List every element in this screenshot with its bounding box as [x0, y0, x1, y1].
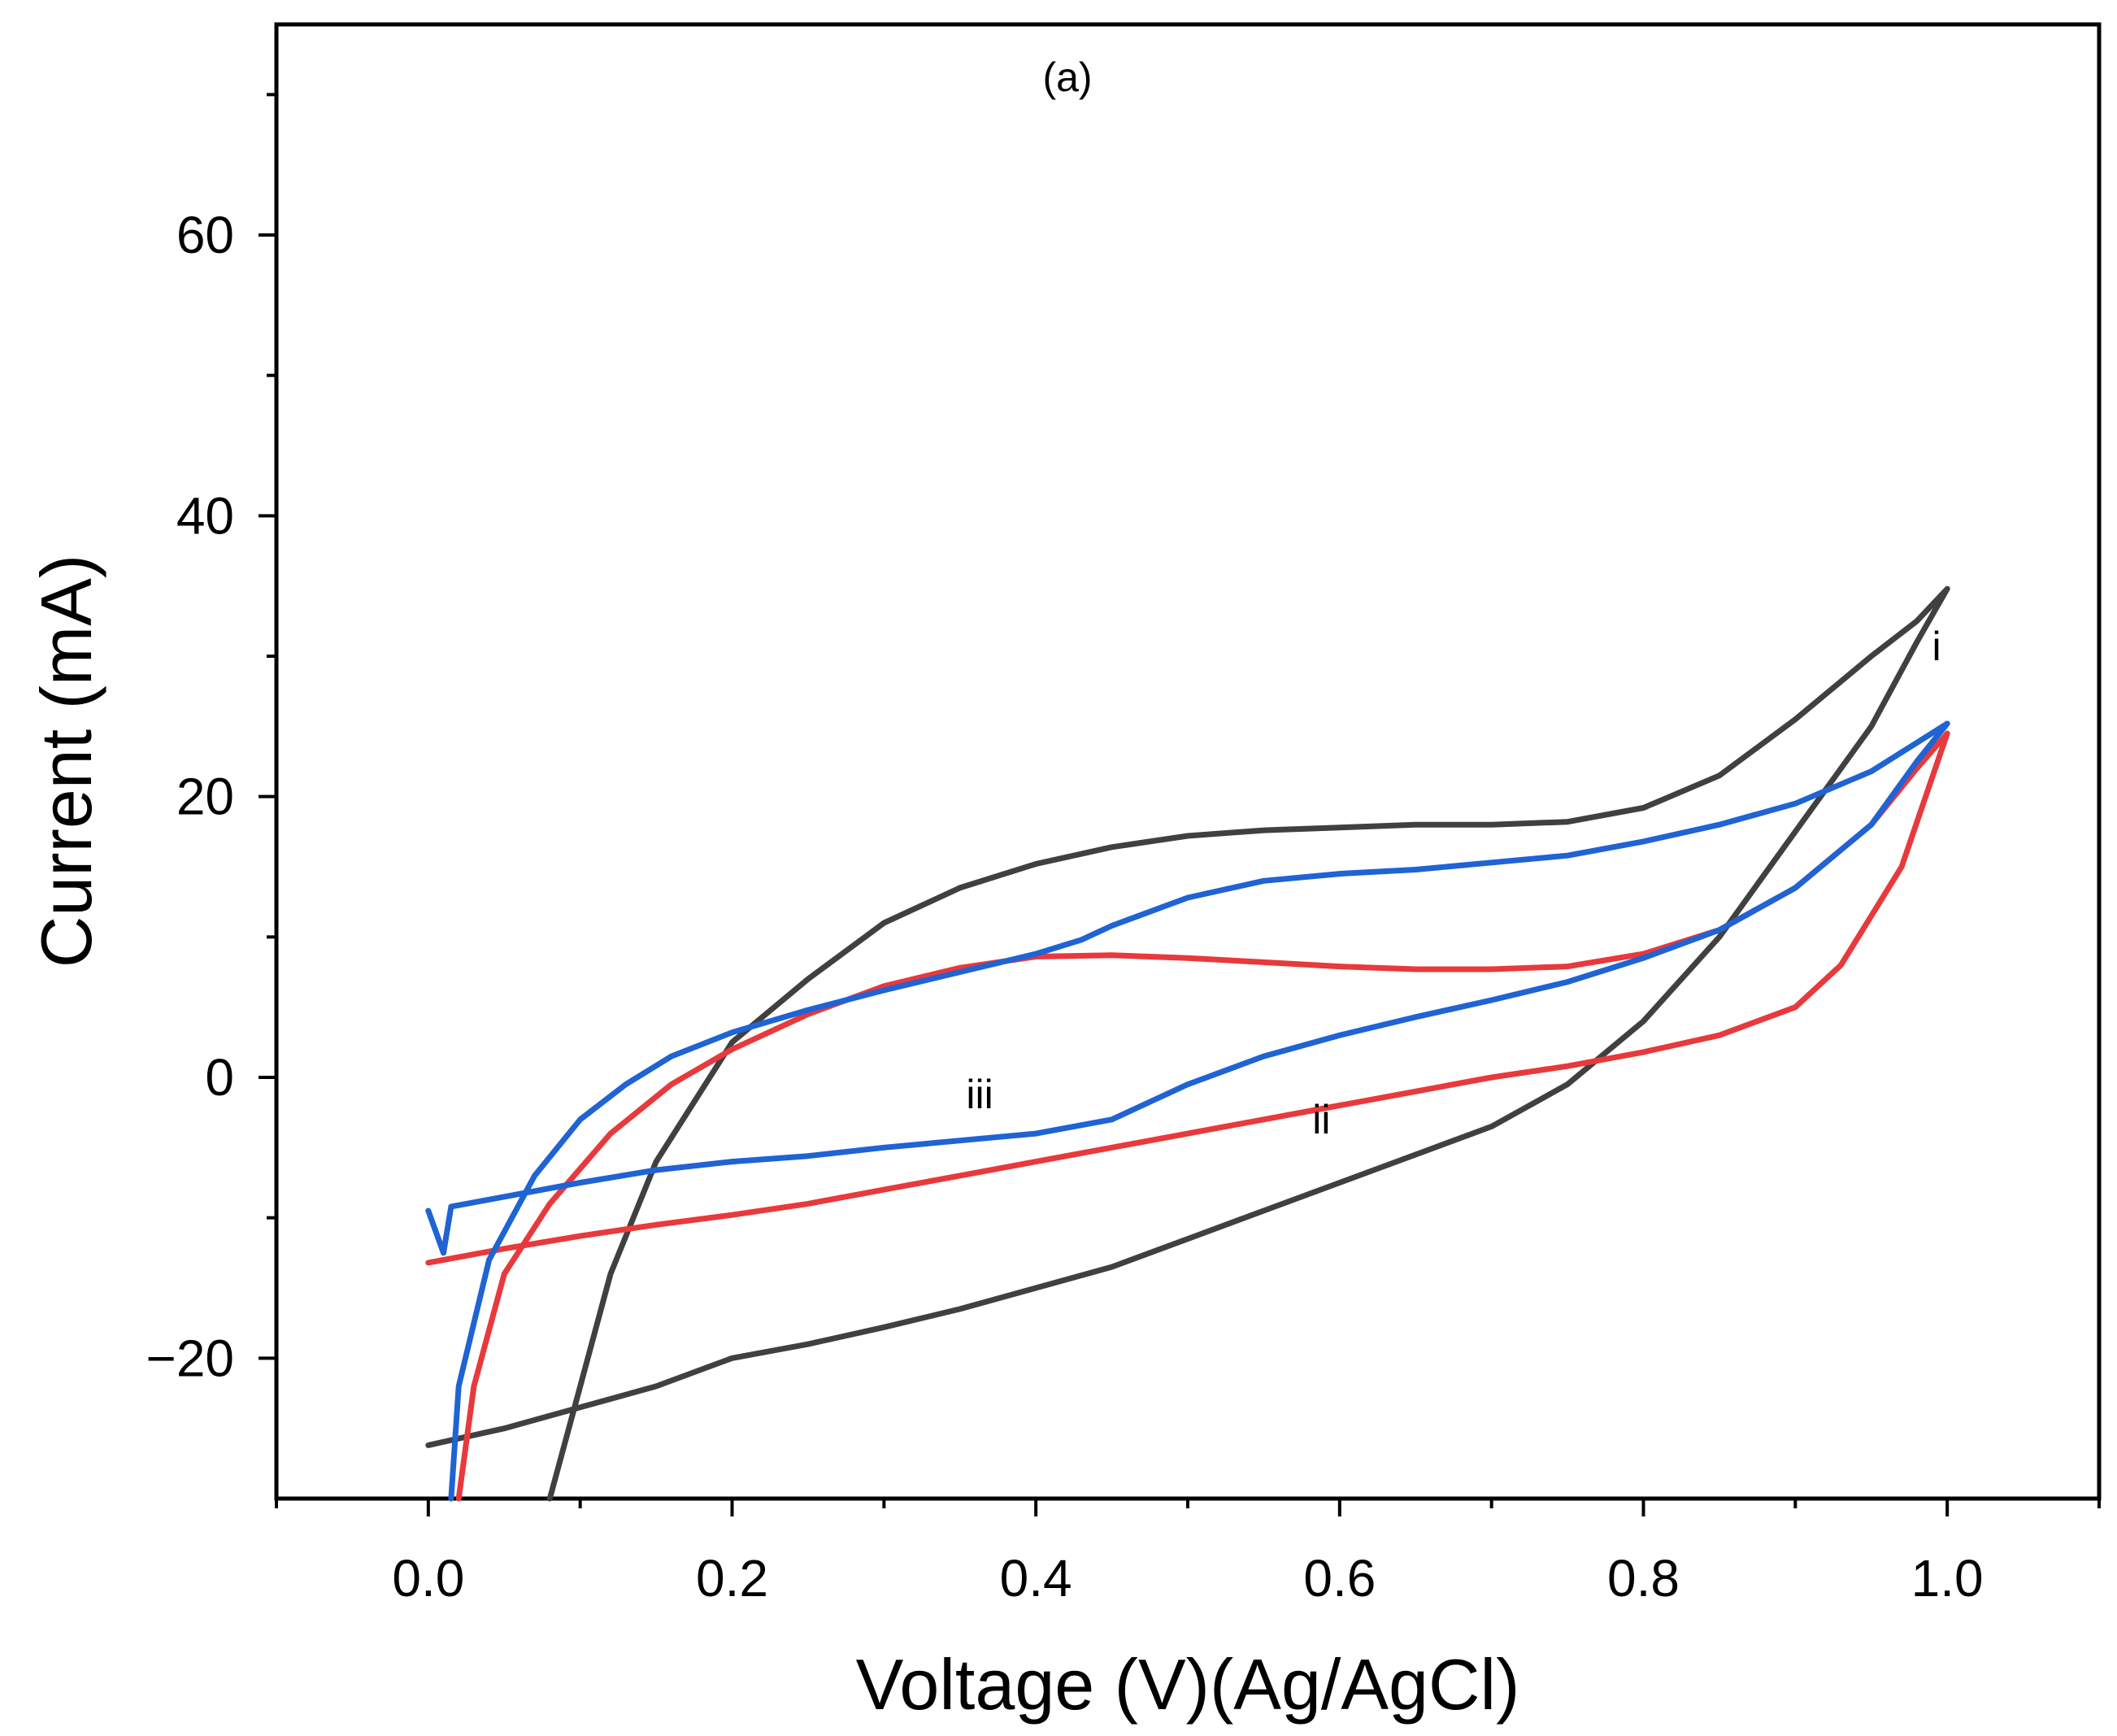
panel-label: (a): [1042, 54, 1092, 100]
axis-ticks: [259, 93, 2101, 1516]
y-tick-label: 0: [205, 1048, 234, 1107]
x-tick-label: 0.0: [392, 1549, 464, 1608]
y-tick-label: 60: [176, 206, 234, 264]
x-axis-title: Voltage (V)(Ag/AgCl): [856, 1644, 1520, 1725]
x-tick-label: 1.0: [1911, 1549, 1984, 1608]
series-layer: [425, 585, 1950, 1502]
x-tick-label: 0.6: [1303, 1549, 1376, 1608]
curve-label-i: i: [1932, 624, 1941, 669]
y-tick-label: −20: [146, 1329, 234, 1387]
axis-tick-labels: 0.0 0.2 0.4 0.6 0.8 1.0 −20 0 20 40 60: [146, 206, 1983, 1608]
y-tick-label: 40: [176, 486, 234, 545]
x-tick-label: 0.4: [1000, 1549, 1072, 1608]
curve-label-iii: iii: [966, 1072, 993, 1117]
x-tick-label: 0.8: [1607, 1549, 1680, 1608]
y-axis-title: Current (mA): [26, 555, 107, 968]
plot-area: [274, 22, 2102, 1501]
curve-label-ii: ii: [1312, 1097, 1330, 1142]
series-iii-line: [425, 720, 1950, 1502]
x-tick-label: 0.2: [696, 1549, 768, 1608]
y-tick-label: 20: [176, 768, 234, 826]
series-i-line: [425, 585, 1950, 1502]
